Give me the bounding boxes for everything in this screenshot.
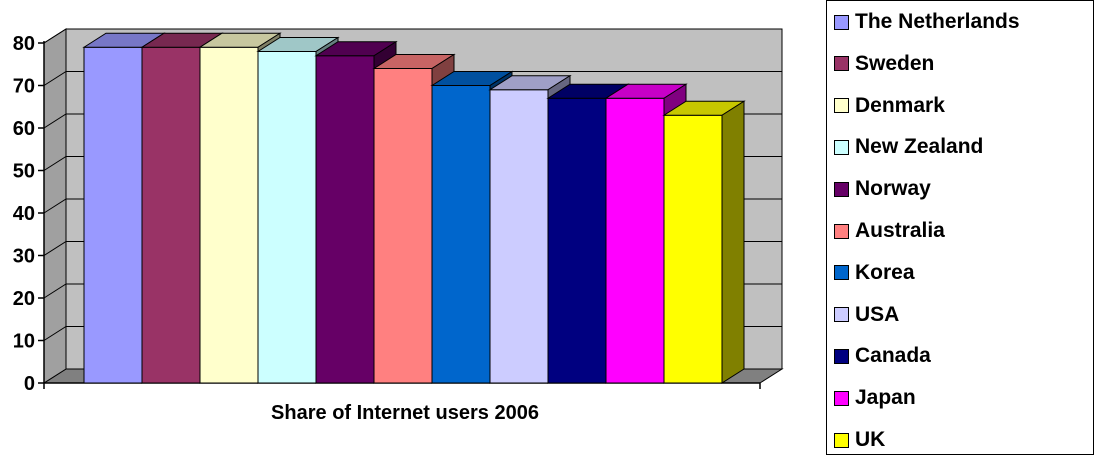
- legend-label: Canada: [855, 344, 931, 368]
- legend-swatch: [834, 348, 849, 364]
- y-tick-label: 0: [24, 373, 35, 395]
- chart-area: 0 10 20 30 40 50 60 70 80 Share of Internet users…: [13, 28, 784, 424]
- y-tick-label: 80: [13, 33, 35, 55]
- bar-usa: [489, 89, 549, 384]
- legend-item: Canada: [834, 344, 931, 368]
- gridline: [43, 28, 782, 44]
- legend-label: Korea: [855, 260, 915, 284]
- bar-the-netherlands: [83, 46, 143, 384]
- bar-japan: [605, 97, 665, 384]
- legend-item: Sweden: [834, 52, 934, 76]
- y-tick-label: 40: [13, 203, 35, 225]
- legend: The Netherlands Sweden Denmark New Zealand N…: [826, 0, 1094, 455]
- y-tick-label: 20: [13, 288, 35, 310]
- bar-australia: [373, 68, 433, 384]
- legend-item: USA: [834, 303, 899, 327]
- bar-canada: [547, 97, 607, 384]
- legend-swatch: [834, 223, 849, 239]
- y-tick-label: 50: [13, 161, 35, 183]
- gridline: [43, 71, 782, 86]
- bar-chart: 0 10 20 30 40 50 60 70 80 Share of Internet users…: [13, 28, 784, 424]
- legend-item: Australia: [834, 219, 945, 243]
- bar-denmark: [199, 46, 259, 384]
- legend-swatch: [834, 432, 849, 448]
- legend-swatch: [834, 14, 849, 30]
- legend-swatch: [834, 307, 849, 323]
- bar-uk-side: [721, 100, 745, 384]
- legend-label: USA: [855, 302, 900, 326]
- legend-label: Sweden: [855, 51, 935, 75]
- legend-label: Japan: [855, 386, 916, 410]
- legend-item: Korea: [834, 261, 915, 285]
- legend-swatch: [834, 181, 849, 197]
- legend-label: Australia: [855, 219, 945, 242]
- y-tick-label: 60: [13, 118, 35, 140]
- bar-uk: [663, 114, 723, 384]
- legend-swatch: [834, 139, 849, 155]
- legend-label: Norway: [855, 177, 931, 201]
- legend-swatch: [834, 390, 849, 406]
- y-tick-label: 30: [13, 246, 35, 268]
- bar-norway: [315, 55, 375, 384]
- legend-item: New Zealand: [834, 135, 983, 159]
- bar-korea: [431, 85, 491, 384]
- legend-item: Denmark: [834, 94, 945, 118]
- legend-label: The Netherlands: [855, 10, 1020, 33]
- bar-new-zealand: [257, 51, 317, 384]
- legend-label: Denmark: [855, 93, 945, 117]
- y-tick-label: 10: [13, 331, 35, 353]
- legend-item: The Netherlands: [834, 10, 1020, 34]
- legend-item: Norway: [834, 177, 931, 201]
- y-tick-label: 70: [13, 76, 35, 98]
- legend-swatch: [834, 265, 849, 281]
- legend-swatch: [834, 98, 849, 114]
- legend-label: New Zealand: [855, 135, 984, 159]
- legend-swatch: [834, 56, 849, 72]
- legend-label: UK: [855, 428, 886, 451]
- legend-item: Japan: [834, 386, 916, 410]
- bar-sweden: [141, 46, 201, 384]
- x-axis-title: Share of Internet users 2006: [271, 402, 539, 424]
- legend-item: UK: [834, 428, 885, 452]
